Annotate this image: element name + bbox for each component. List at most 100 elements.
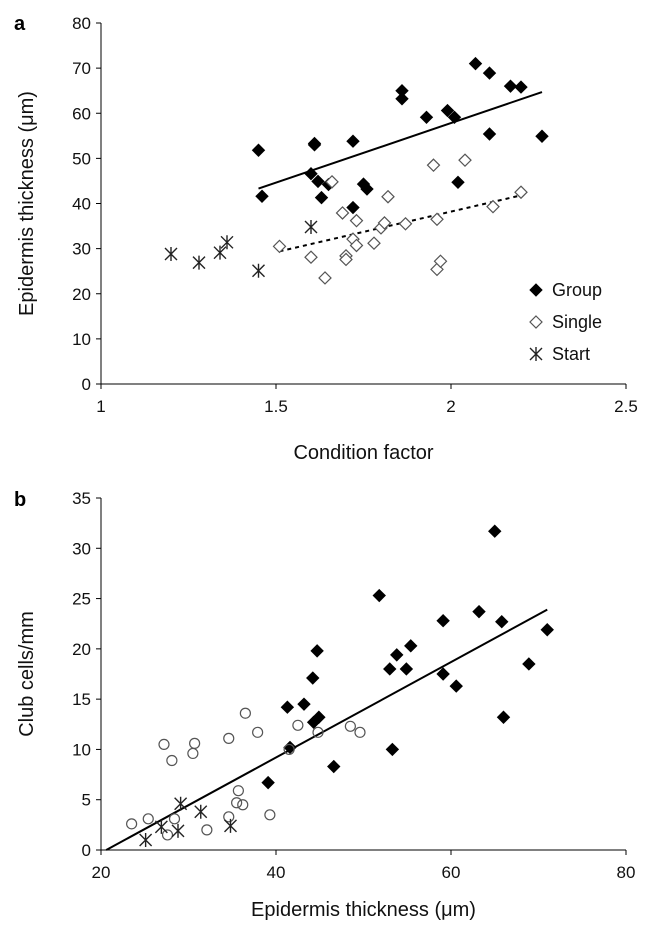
y-tick-label: 80 [72, 14, 91, 33]
single-point [398, 216, 413, 231]
group-point [390, 648, 404, 662]
y-tick-label: 40 [72, 195, 91, 214]
y-tick-label: 10 [72, 330, 91, 349]
single-point [381, 189, 395, 204]
single-point [239, 707, 251, 719]
panel-letter: a [14, 13, 26, 35]
y-tick-label: 20 [72, 285, 91, 304]
group-point [522, 657, 536, 671]
single-point [344, 720, 356, 732]
single-point [304, 250, 318, 265]
single-point [312, 726, 324, 738]
y-tick-label: 50 [72, 149, 91, 168]
group-point [503, 79, 518, 93]
group-point [251, 143, 266, 157]
single-point [325, 174, 339, 189]
panel-b: b 0 5 10 15 20 25 30 35 20 40 60 80 Epidermis thickne… [14, 489, 635, 921]
group-point [372, 588, 386, 603]
group-point [451, 175, 465, 189]
single-point [367, 236, 381, 251]
single-point [142, 813, 154, 825]
start-point [174, 796, 188, 811]
single-point [377, 216, 392, 230]
group-point [404, 639, 418, 653]
group-point [311, 174, 325, 189]
start-point [220, 235, 234, 250]
group-point [297, 697, 311, 711]
group-point [395, 92, 409, 106]
y-tick-label: 0 [82, 841, 91, 860]
single-point [283, 743, 295, 756]
single-point [430, 212, 444, 227]
group-point [449, 679, 463, 693]
group-point [540, 623, 554, 637]
group-point [383, 662, 397, 676]
single-point [318, 271, 332, 285]
legend-marker-single [529, 315, 543, 329]
group-point [280, 700, 295, 714]
group-point [482, 127, 497, 141]
x-axis-title: Condition factor [293, 442, 433, 464]
legend-label: Start [552, 344, 590, 364]
trendline [258, 91, 543, 190]
single-point [272, 239, 287, 254]
y-tick-label: 60 [72, 104, 91, 123]
group-point [346, 200, 360, 215]
y-tick-label: 30 [72, 240, 91, 259]
group-point [314, 190, 329, 205]
group-point [399, 662, 414, 676]
group-point [261, 775, 275, 790]
group-point [495, 614, 509, 629]
single-point [189, 737, 201, 749]
single-point [433, 254, 448, 269]
single-point [458, 153, 472, 168]
group-point [514, 80, 528, 94]
group-point [488, 524, 502, 538]
y-tick-label: 35 [72, 489, 91, 508]
legend-marker-group [529, 283, 543, 297]
start-point [194, 804, 208, 819]
x-tick-label: 20 [92, 863, 111, 882]
single-point [232, 785, 244, 797]
group-point [436, 613, 450, 628]
single-point [158, 738, 170, 751]
group-point [312, 710, 326, 724]
group-point [482, 66, 497, 80]
start-point [164, 247, 178, 262]
y-tick-label: 10 [72, 740, 91, 759]
single-point [161, 829, 174, 841]
legend-label: Group [552, 280, 602, 300]
start-point [154, 819, 168, 834]
panel-a: a 0 10 20 30 40 50 60 70 80 1 1.5 2 2.5 Condition fact… [14, 13, 638, 464]
start-point [304, 219, 318, 234]
x-tick-label: 40 [267, 863, 286, 882]
single-point [223, 811, 235, 823]
start-point [171, 823, 185, 838]
group-point [496, 710, 511, 724]
group-point [306, 671, 320, 685]
group-point [385, 742, 400, 757]
single-point [187, 747, 199, 760]
single-point [354, 726, 366, 738]
group-point [327, 759, 341, 774]
single-point [292, 719, 304, 731]
group-point [436, 667, 450, 681]
group-point [360, 182, 374, 196]
trendline [105, 608, 548, 851]
group-point [440, 103, 455, 118]
single-point [126, 818, 138, 830]
group-point [447, 110, 462, 125]
x-tick-label: 1.5 [264, 397, 288, 416]
single-point [426, 158, 441, 172]
x-axis-title: Epidermis thickness (μm) [251, 899, 476, 921]
group-point [419, 110, 434, 125]
x-tick-label: 1 [96, 397, 105, 416]
group-point [304, 167, 318, 181]
panel-letter: b [14, 489, 26, 511]
group-point [255, 189, 269, 203]
legend-label: Single [552, 312, 602, 332]
single-point [486, 199, 500, 214]
y-tick-label: 30 [72, 539, 91, 558]
single-point [514, 185, 528, 200]
